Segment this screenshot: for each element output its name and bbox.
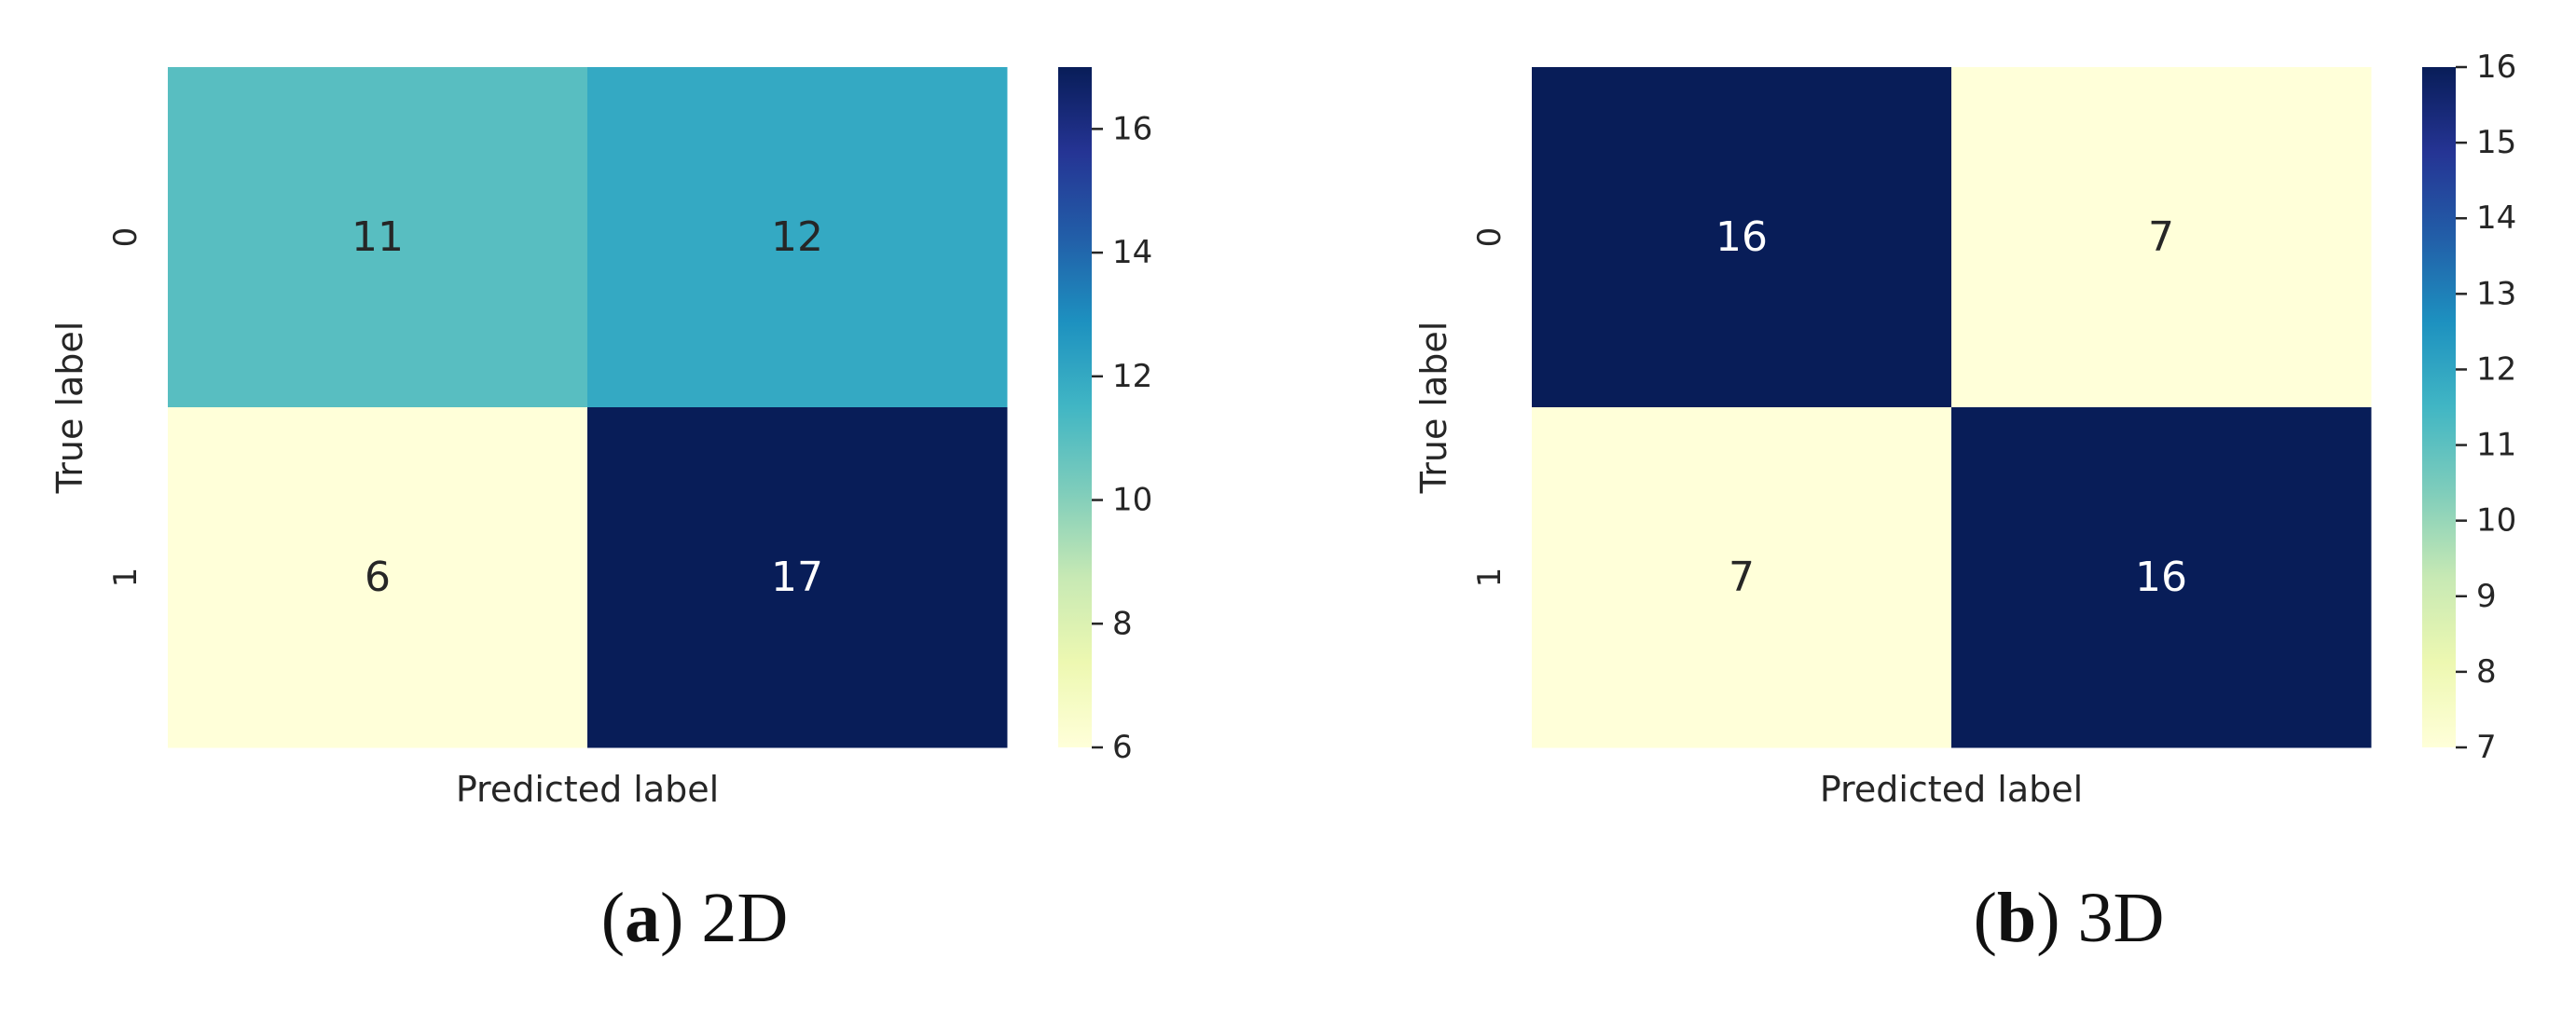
heatmap-cell <box>587 407 1008 748</box>
heatmap-cell <box>587 67 1008 408</box>
colorbar-tick-label: 7 <box>2476 729 2497 766</box>
y-axis-label: True label <box>49 322 90 495</box>
colorbar-tick-label: 8 <box>2476 653 2497 691</box>
heatmap-panel-2d: 11 12 6 17 0 1 True label Predicted label 6 8 10 12… <box>49 67 1152 810</box>
colorbar-tick-label: 12 <box>1112 358 1152 395</box>
cell-value-label: 6 <box>365 554 391 601</box>
cell-value-label: 17 <box>771 554 823 601</box>
colorbar <box>2422 67 2456 747</box>
heatmap-panel-3d: 16 7 7 16 0 1 True label Predicted label 7 8 9 10 11… <box>1413 48 2516 810</box>
heatmap-cell <box>1951 407 2372 748</box>
y-tick-label: 1 <box>1471 568 1508 588</box>
cell-value-label: 11 <box>351 213 404 261</box>
colorbar-tick-label: 15 <box>2476 124 2516 161</box>
y-tick-label: 0 <box>1471 227 1508 248</box>
colorbar-tick-label: 6 <box>1112 729 1133 766</box>
cell-value-label: 12 <box>771 213 823 261</box>
x-axis-label: Predicted label <box>1820 769 2083 810</box>
heatmap-cell <box>168 67 588 408</box>
cell-value-label: 16 <box>2135 554 2187 601</box>
heatmap-cell <box>1532 407 1952 748</box>
cell-value-label: 7 <box>1729 554 1755 601</box>
cell-value-label: 7 <box>2148 213 2174 261</box>
colorbar <box>1058 67 1092 747</box>
colorbar-tick-label: 11 <box>2476 427 2516 464</box>
colorbar-tick-label: 9 <box>2476 578 2497 615</box>
y-axis-label: True label <box>1413 322 1454 495</box>
colorbar-tick-label: 12 <box>2476 350 2516 388</box>
colorbar-tick-label: 13 <box>2476 275 2516 312</box>
colorbar-tick-label: 16 <box>2476 48 2516 86</box>
colorbar-tick-label: 10 <box>2476 502 2516 540</box>
caption-3d: (b) 3D <box>1973 879 2165 957</box>
cell-value-label: 16 <box>1715 213 1768 261</box>
colorbar-tick-label: 10 <box>1112 482 1152 519</box>
x-axis-label: Predicted label <box>456 769 719 810</box>
y-tick-label: 0 <box>107 227 145 248</box>
colorbar-tick-label: 16 <box>1112 110 1152 147</box>
heatmap-cell <box>1951 67 2372 408</box>
heatmap-cell <box>1532 67 1952 408</box>
heatmap-cell <box>168 407 588 748</box>
y-tick-label: 1 <box>107 568 145 588</box>
colorbar-tick-label: 8 <box>1112 605 1133 642</box>
colorbar-tick-label: 14 <box>2476 199 2516 237</box>
colorbar-tick-label: 14 <box>1112 234 1152 271</box>
caption-2d: (a) 2D <box>600 879 789 957</box>
